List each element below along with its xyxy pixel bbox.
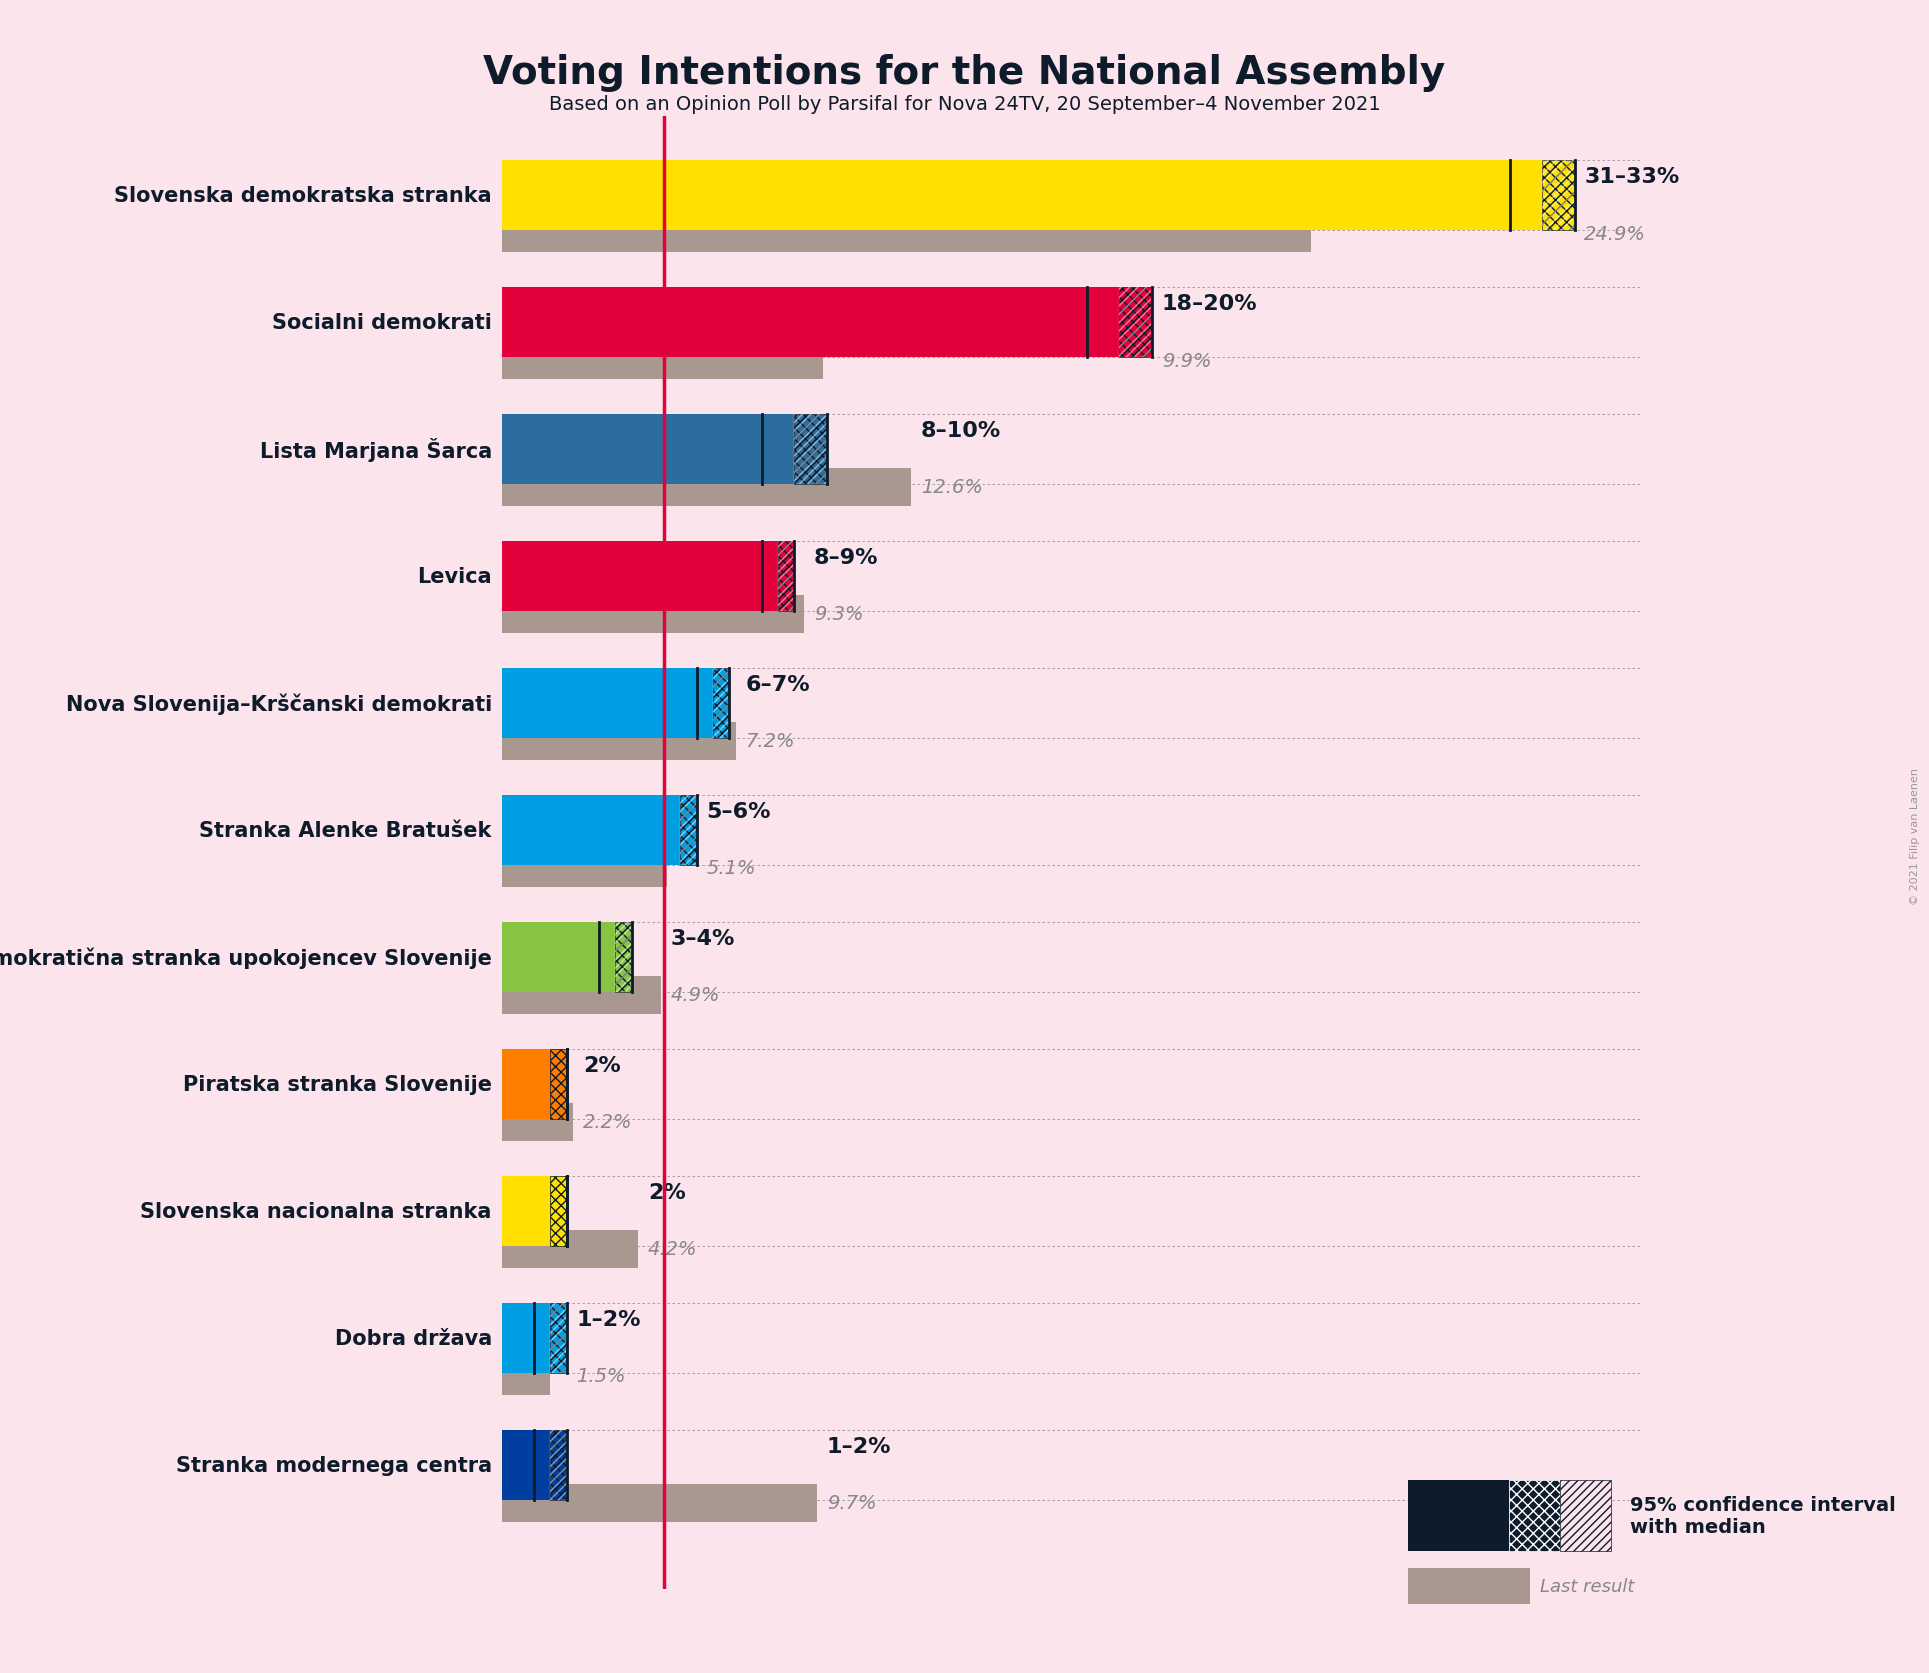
Bar xyxy=(502,596,804,634)
Bar xyxy=(550,1049,567,1119)
Text: Demokratična stranka upokojencev Slovenije: Demokratična stranka upokojencev Sloveni… xyxy=(0,947,492,969)
Text: Slovenska demokratska stranka: Slovenska demokratska stranka xyxy=(114,186,492,206)
Bar xyxy=(681,795,696,865)
Text: © 2021 Filip van Laenen: © 2021 Filip van Laenen xyxy=(1910,768,1921,905)
Text: Last result: Last result xyxy=(1539,1578,1634,1594)
Bar xyxy=(795,415,828,485)
Bar xyxy=(502,1230,638,1268)
Bar xyxy=(777,542,795,611)
Text: Based on an Opinion Poll by Parsifal for Nova 24TV, 20 September–4 November 2021: Based on an Opinion Poll by Parsifal for… xyxy=(548,95,1381,114)
Bar xyxy=(502,161,1574,231)
Text: Dobra država: Dobra država xyxy=(334,1328,492,1348)
Bar xyxy=(502,1484,818,1522)
Bar xyxy=(795,415,828,485)
Text: 4.9%: 4.9% xyxy=(671,985,720,1005)
Text: 1.5%: 1.5% xyxy=(577,1367,625,1385)
Text: 12.6%: 12.6% xyxy=(920,478,984,497)
Text: 3–4%: 3–4% xyxy=(671,929,735,949)
Bar xyxy=(550,1303,567,1374)
Bar xyxy=(502,977,662,1014)
Text: 18–20%: 18–20% xyxy=(1161,294,1258,313)
Bar xyxy=(502,1049,567,1119)
Bar xyxy=(502,341,824,380)
Text: Piratska stranka Slovenije: Piratska stranka Slovenije xyxy=(183,1074,492,1094)
Text: Slovenska nacionalna stranka: Slovenska nacionalna stranka xyxy=(141,1201,492,1221)
Bar xyxy=(1541,161,1574,231)
Text: 1–2%: 1–2% xyxy=(828,1435,891,1456)
Bar xyxy=(1119,288,1152,358)
Text: 2%: 2% xyxy=(583,1056,621,1076)
Bar xyxy=(502,288,1152,358)
Bar xyxy=(502,795,696,865)
Bar xyxy=(615,922,631,992)
Text: 1–2%: 1–2% xyxy=(577,1308,640,1328)
Bar xyxy=(1541,161,1574,231)
Text: Stranka Alenke Bratušek: Stranka Alenke Bratušek xyxy=(199,820,492,840)
Text: 9.3%: 9.3% xyxy=(814,606,862,624)
Bar xyxy=(777,542,795,611)
Text: 5–6%: 5–6% xyxy=(706,801,772,821)
Text: 95% confidence interval
with median: 95% confidence interval with median xyxy=(1630,1496,1896,1536)
Bar xyxy=(502,1103,573,1141)
Text: 7.2%: 7.2% xyxy=(745,733,795,751)
Text: 8–9%: 8–9% xyxy=(814,547,878,567)
Text: Levica: Levica xyxy=(417,567,492,587)
Text: 5.1%: 5.1% xyxy=(706,858,756,878)
Text: 24.9%: 24.9% xyxy=(1584,224,1645,243)
Bar xyxy=(502,1303,567,1374)
Bar xyxy=(502,542,795,611)
Bar xyxy=(1119,288,1152,358)
Text: Voting Intentions for the National Assembly: Voting Intentions for the National Assem… xyxy=(484,54,1445,92)
Text: 6–7%: 6–7% xyxy=(745,674,810,694)
Text: 9.7%: 9.7% xyxy=(828,1494,876,1512)
Text: Stranka modernega centra: Stranka modernega centra xyxy=(176,1456,492,1476)
Text: 4.2%: 4.2% xyxy=(648,1240,698,1258)
Bar xyxy=(615,922,631,992)
Text: 8–10%: 8–10% xyxy=(920,420,1001,440)
Bar xyxy=(502,415,828,485)
Bar xyxy=(502,1357,550,1395)
Bar xyxy=(502,850,667,887)
Bar xyxy=(502,468,910,507)
Text: 31–33%: 31–33% xyxy=(1584,167,1680,187)
Bar xyxy=(681,795,696,865)
Bar xyxy=(550,1430,567,1501)
Bar xyxy=(714,669,729,738)
Bar xyxy=(502,1430,567,1501)
Bar xyxy=(550,1303,567,1374)
Text: Nova Slovenija–Krščanski demokrati: Nova Slovenija–Krščanski demokrati xyxy=(66,693,492,714)
Text: 9.9%: 9.9% xyxy=(1161,351,1211,370)
Bar xyxy=(502,723,735,761)
Bar xyxy=(550,1430,567,1501)
Text: Lista Marjana Šarca: Lista Marjana Šarca xyxy=(260,438,492,462)
Bar xyxy=(550,1176,567,1246)
Text: Socialni demokrati: Socialni demokrati xyxy=(272,313,492,333)
Bar xyxy=(502,214,1312,253)
Text: 2%: 2% xyxy=(648,1183,685,1203)
Bar xyxy=(502,669,729,738)
Bar xyxy=(714,669,729,738)
Bar xyxy=(502,1176,567,1246)
Text: 2.2%: 2.2% xyxy=(583,1113,633,1133)
Bar xyxy=(502,922,631,992)
